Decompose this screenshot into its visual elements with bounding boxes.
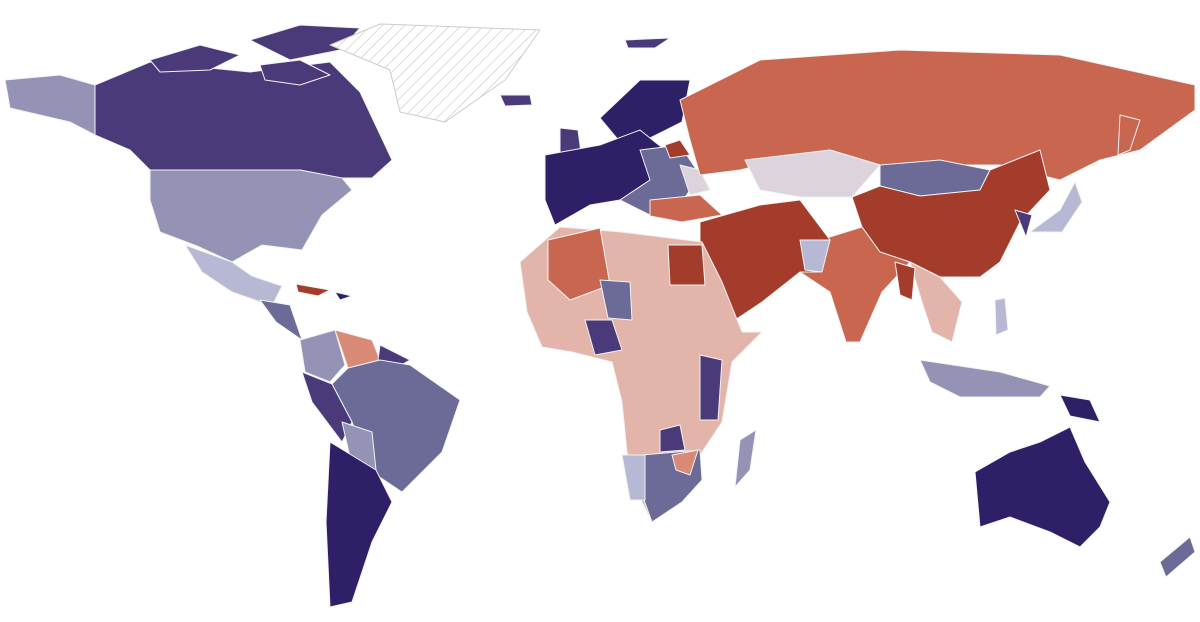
country [4, 74, 96, 136]
country [1059, 394, 1101, 423]
country [149, 44, 241, 73]
country [1117, 114, 1141, 156]
country [699, 354, 723, 421]
country [259, 59, 331, 86]
country [547, 227, 611, 301]
country [1029, 181, 1083, 233]
country [799, 239, 831, 273]
country [184, 244, 283, 307]
country [624, 37, 671, 49]
country [1014, 209, 1033, 238]
country [94, 61, 393, 179]
country [584, 319, 623, 356]
country [919, 359, 1051, 398]
country [671, 449, 699, 476]
country [325, 441, 393, 608]
country [734, 429, 757, 488]
country [149, 169, 353, 263]
country [1159, 536, 1196, 578]
country [334, 291, 353, 301]
country [679, 164, 711, 196]
country [621, 454, 646, 501]
country [299, 329, 346, 383]
country [894, 261, 916, 301]
greenland [329, 23, 541, 123]
country [799, 226, 911, 343]
country [974, 426, 1111, 548]
country [295, 283, 331, 297]
country [649, 194, 723, 223]
country [599, 279, 633, 321]
country [499, 94, 533, 107]
country [259, 299, 303, 341]
country [994, 297, 1009, 336]
country [909, 261, 963, 343]
country [664, 139, 691, 159]
country [659, 424, 686, 453]
country [599, 79, 691, 143]
country [667, 244, 706, 286]
